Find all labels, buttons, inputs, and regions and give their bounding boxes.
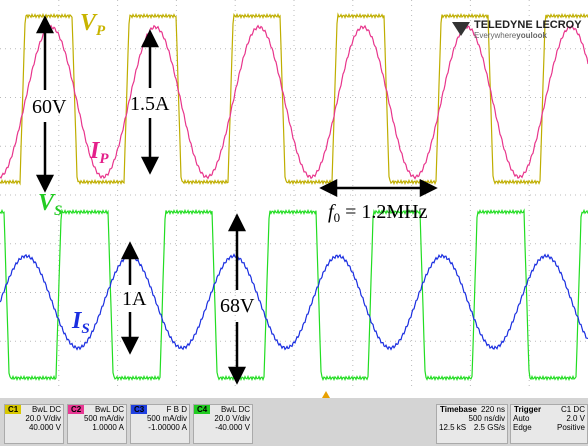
logo-brand: TELEDYNE LECROY [474,19,582,31]
trigger-type: Edge [513,423,532,432]
channel-box[interactable]: C2 BwL DC 500 mA/div 1.0000 A [67,404,127,444]
vs-sub: S [54,203,62,219]
channel-box[interactable]: C4 BwL DC 20.0 V/div -40.000 V [193,404,253,444]
page: 60V 1.5A 1A 68V f0 = 1.2MHz VP IP VS IS … [0,0,588,446]
trigger-mode: Auto [513,414,529,423]
vp-swing: 60V [32,96,67,118]
f-rest: = 1.2MHz [340,201,428,223]
channel-scale: 500 mA/div [68,414,126,423]
status-bar: C1 BwL DC 20.0 V/div 40.000 V C2 BwL DC 500… [0,398,588,446]
channel-id: C3 [131,405,147,414]
trigger-source: C1 DC [561,405,585,414]
vp-sub: P [96,23,106,39]
trigger-slope: Positive [557,423,585,432]
logo-tagline: Everywhereyoulook [474,31,547,40]
timebase-title: Timebase [437,405,480,414]
trigger-marker [322,391,330,398]
channel-coupling: BwL DC [221,405,250,414]
is-sub: S [81,321,89,337]
channel-scale: 500 mA/div [131,414,189,423]
vs-label: VS [38,190,62,219]
trigger-title: Trigger [511,405,544,414]
trigger-box[interactable]: Trigger C1 DC Auto 2.0 V Edge Positive [510,404,588,444]
channel-scale: 20.0 V/div [194,414,252,423]
ip-swing: 1.5A [130,93,170,115]
logo-mark [452,22,470,36]
vs-swing: 68V [220,295,255,317]
trigger-level: 2.0 V [566,414,585,423]
channel-coupling: BwL DC [32,405,61,414]
ip-label: IP [89,138,109,167]
channel-offset: 1.0000 A [68,423,126,432]
channel-box[interactable]: C3 F B D 500 mA/div -1.00000 A [130,404,190,444]
is-swing: 1A [122,288,147,310]
channel-id: C4 [194,405,210,414]
arrows [38,18,435,382]
timebase-delay: 220 ns [481,405,505,414]
tagline-a: Everywhere [474,31,517,40]
ip-sub: P [99,151,109,167]
channel-coupling: BwL DC [95,405,124,414]
vp-label: VP [80,10,106,39]
channel-offset: -1.00000 A [131,423,189,432]
channel-id: C2 [68,405,84,414]
frequency: f0 = 1.2MHz [328,201,428,225]
scope-screen: 60V 1.5A 1A 68V f0 = 1.2MHz VP IP VS IS … [0,0,588,398]
is-label: IS [71,308,90,337]
timebase-scale: 500 ns/div [437,414,507,423]
channel-id: C1 [5,405,21,414]
channel-box[interactable]: C1 BwL DC 20.0 V/div 40.000 V [4,404,64,444]
channel-offset: 40.000 V [5,423,63,432]
timebase-rate: 2.5 GS/s [474,423,505,432]
channel-offset: -40.000 V [194,423,252,432]
channel-scale: 20.0 V/div [5,414,63,423]
timebase-samples: 12.5 kS [439,423,466,432]
channel-coupling: F B D [167,405,187,414]
tagline-b: youlook [516,31,547,40]
